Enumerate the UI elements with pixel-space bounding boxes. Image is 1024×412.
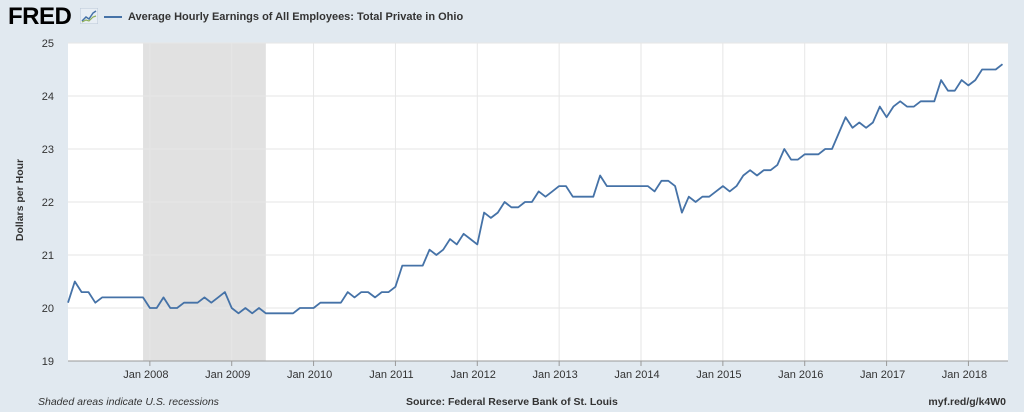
- line-chart[interactable]: 19 20 21 22 23 24 25 Jan 2008 Jan 2009 Jan 2010 Ja…: [0, 0, 1024, 393]
- chart-header: FRED Average Hourly Earnings of All Empl…: [0, 0, 1024, 36]
- legend-swatch: [104, 16, 122, 18]
- x-tick-label: Jan 2015: [696, 369, 741, 381]
- x-tick-label: Jan 2008: [123, 369, 168, 381]
- x-tick-label: Jan 2013: [533, 369, 578, 381]
- x-tick-label: Jan 2017: [860, 369, 905, 381]
- y-tick-label: 21: [42, 250, 54, 262]
- series-line[interactable]: [67, 63, 1004, 315]
- legend-label: Average Hourly Earnings of All Employees…: [128, 11, 464, 23]
- short-link[interactable]: myf.red/g/k4W0: [928, 396, 1006, 408]
- x-tick-label: Jan 2014: [614, 369, 659, 381]
- x-tick-label: Jan 2011: [369, 369, 413, 381]
- y-tick-label: 20: [42, 303, 54, 315]
- legend[interactable]: Average Hourly Earnings of All Employees…: [104, 11, 463, 23]
- chart-footer: Shaded areas indicate U.S. recessions So…: [0, 393, 1024, 411]
- x-tick-label: Jan 2016: [778, 369, 823, 381]
- x-tick-label: Jan 2009: [205, 369, 250, 381]
- y-tick-label: 25: [42, 38, 54, 50]
- x-tick-label: Jan 2010: [287, 369, 332, 381]
- x-tick-label: Jan 2018: [942, 369, 987, 381]
- y-tick-label: 19: [42, 356, 54, 368]
- y-tick-label: 23: [42, 144, 54, 156]
- x-tick-label: Jan 2012: [451, 369, 496, 381]
- y-tick-label: 22: [42, 197, 54, 209]
- fred-logo[interactable]: FRED: [8, 3, 72, 30]
- source-text: Source: Federal Reserve Bank of St. Loui…: [406, 396, 618, 408]
- y-tick-label: 24: [42, 91, 54, 103]
- fred-logo-chart-icon: [80, 8, 98, 24]
- recession-note: Shaded areas indicate U.S. recessions: [38, 396, 219, 408]
